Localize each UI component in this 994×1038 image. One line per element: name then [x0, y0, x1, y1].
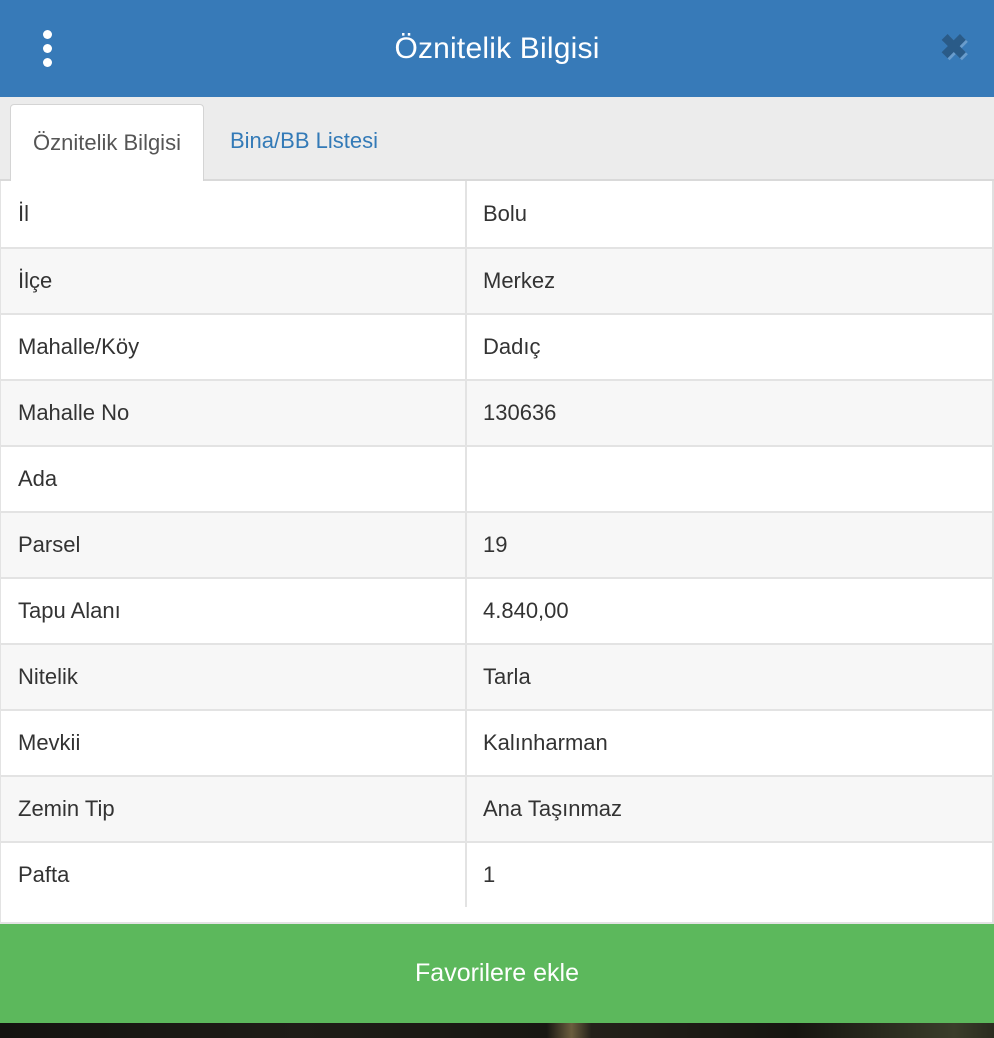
close-icon[interactable]: ✖ [939, 28, 969, 67]
table-row: Nitelik Tarla [1, 643, 992, 709]
attribute-value: 4.840,00 [483, 598, 569, 623]
table-row: Tapu Alanı 4.840,00 [1, 577, 992, 643]
background-map-strip [0, 1023, 994, 1038]
attribute-label: Tapu Alanı [1, 579, 467, 643]
kebab-dot [43, 58, 52, 67]
add-to-favorites-button[interactable]: Favorilere ekle [0, 924, 994, 1023]
tab-bar: Öznitelik Bilgisi Bina/BB Listesi [0, 97, 994, 181]
attribute-label: Ada [1, 447, 467, 511]
tab-label: Bina/BB Listesi [230, 127, 378, 153]
table-row: Mahalle/Köy Dadıç [1, 313, 992, 379]
kebab-dot [43, 30, 52, 39]
table-row: Parsel 19 [1, 511, 992, 577]
table-row: Mevkii Kalınharman [1, 709, 992, 775]
attribute-value: Ana Taşınmaz [483, 796, 623, 821]
attribute-label: Mahalle/Köy [1, 315, 467, 379]
attribute-label: Nitelik [1, 645, 467, 709]
attribute-value: Merkez [483, 268, 556, 293]
table-row: Pafta 1 [1, 841, 992, 907]
attribute-table: İl Bolu İlçe Merkez Mahalle/Köy Dadıç Ma… [0, 181, 994, 924]
attribute-value: Tarla [483, 664, 531, 689]
attribute-label: Mevkii [1, 711, 467, 775]
dialog-titlebar: Öznitelik Bilgisi ✖ [0, 0, 994, 97]
attribute-value: Kalınharman [483, 730, 608, 755]
attribute-label: İl [1, 181, 467, 247]
attribute-label: Zemin Tip [1, 777, 467, 841]
tab-label: Öznitelik Bilgisi [33, 130, 181, 155]
attribute-value: 1 [483, 862, 496, 887]
attribute-label: İlçe [1, 249, 467, 313]
dialog-title: Öznitelik Bilgisi [394, 31, 600, 65]
table-row: Mahalle No 130636 [1, 379, 992, 445]
attribute-value: Bolu [483, 201, 528, 226]
kebab-dot [43, 44, 52, 53]
attribute-value: 130636 [483, 400, 557, 425]
tab-oznitelik-bilgisi[interactable]: Öznitelik Bilgisi [10, 104, 204, 181]
table-row: İlçe Merkez [1, 247, 992, 313]
tab-bina-bb-listesi[interactable]: Bina/BB Listesi [204, 102, 404, 179]
attribute-label: Mahalle No [1, 381, 467, 445]
table-row: Zemin Tip Ana Taşınmaz [1, 775, 992, 841]
table-row: Ada [1, 445, 992, 511]
attribute-value [467, 447, 992, 511]
attribute-label: Pafta [1, 843, 467, 907]
attribute-value: Dadıç [483, 334, 541, 359]
attribute-value: 19 [483, 532, 508, 557]
kebab-menu-icon[interactable] [39, 24, 56, 74]
attribute-label: Parsel [1, 513, 467, 577]
table-row: İl Bolu [1, 181, 992, 247]
